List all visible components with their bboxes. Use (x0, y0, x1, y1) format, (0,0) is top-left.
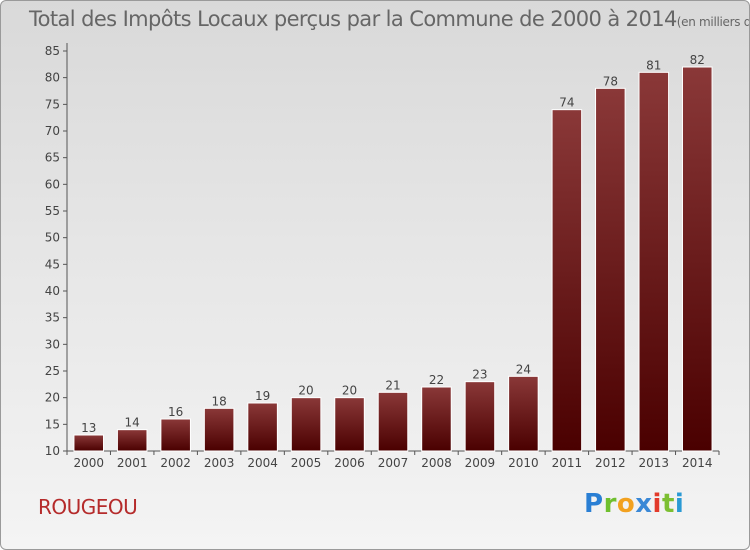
y-tick-label: 40 (45, 284, 60, 298)
data-label: 74 (559, 96, 574, 110)
y-tick-label: 75 (45, 97, 60, 111)
chart-title: Total des Impôts Locaux perçus par la Co… (29, 7, 677, 31)
x-tick-label: 2005 (291, 456, 322, 470)
x-tick-label: 2000 (73, 456, 104, 470)
title-row: Total des Impôts Locaux perçus par la Co… (29, 7, 749, 31)
bars (73, 66, 713, 452)
x-tick-label: 2006 (334, 456, 365, 470)
logo-letter: r (603, 489, 617, 519)
data-label: 13 (81, 421, 96, 435)
y-tick-label: 20 (45, 391, 60, 405)
logo-letter: o (616, 489, 636, 519)
bar (508, 375, 539, 452)
data-label: 24 (516, 362, 531, 376)
data-label: 16 (168, 405, 183, 419)
bar (421, 386, 452, 452)
x-tick-label: 2003 (204, 456, 235, 470)
data-label: 82 (690, 53, 705, 67)
bar (160, 418, 191, 452)
data-label: 14 (125, 416, 140, 430)
x-tick-label: 2007 (378, 456, 409, 470)
logo-letter: t (661, 489, 675, 519)
x-tick-label: 2013 (639, 456, 670, 470)
y-tick-label: 35 (45, 311, 60, 325)
data-label: 78 (603, 74, 618, 88)
y-tick-label: 80 (45, 71, 60, 85)
x-axis: 2000 2001 2002 2003 2004 2005 2006 2007 2008 2009… (66, 450, 720, 470)
commune-name: ROUGEOU (38, 495, 138, 519)
x-tick-label: 2001 (117, 456, 148, 470)
x-tick-label: 2014 (682, 456, 713, 470)
y-tick-label: 15 (45, 417, 60, 431)
data-labels: 13 14 16 18 19 20 20 21 22 23 24 74 78 81 82 (81, 53, 705, 435)
bar (247, 402, 278, 452)
bar (638, 71, 670, 452)
y-tick-label: 50 (45, 231, 60, 245)
data-label: 23 (472, 368, 487, 382)
bar (334, 397, 365, 452)
data-label: 19 (255, 389, 270, 403)
bar (551, 109, 583, 452)
x-tick-label: 2009 (465, 456, 496, 470)
bar (290, 397, 322, 452)
bar (73, 434, 105, 452)
data-label: 20 (298, 384, 313, 398)
data-label: 81 (646, 58, 661, 72)
data-label: 21 (385, 378, 400, 392)
x-tick-label: 2008 (421, 456, 452, 470)
y-tick-label: 70 (45, 124, 60, 138)
x-tick-label: 2002 (160, 456, 191, 470)
logo-letter: x (635, 489, 653, 519)
y-tick-label: 30 (45, 337, 60, 351)
y-axis: 10 15 20 25 30 35 40 45 50 55 60 65 70 75 80 85 (45, 43, 68, 458)
x-tick-label: 2004 (247, 456, 278, 470)
y-tick-label: 10 (45, 444, 60, 458)
bar (464, 381, 496, 452)
bar (203, 407, 235, 452)
x-tick-label: 2011 (552, 456, 583, 470)
y-tick-label: 65 (45, 151, 60, 165)
chart-unit: (en milliers d'€) (676, 15, 749, 29)
y-tick-label: 45 (45, 257, 60, 271)
bar (681, 66, 713, 452)
y-tick-label: 60 (45, 177, 60, 191)
y-tick-label: 55 (45, 204, 60, 218)
data-label: 20 (342, 384, 357, 398)
proxiti-logo[interactable]: Proxiti (584, 489, 684, 519)
data-label: 18 (211, 394, 226, 408)
logo-letter: P (584, 489, 604, 519)
bar (595, 87, 626, 452)
x-tick-label: 2012 (595, 456, 626, 470)
y-tick-label: 85 (45, 44, 60, 58)
logo-letter: i (652, 489, 662, 519)
bar (116, 429, 148, 452)
data-label: 22 (429, 373, 444, 387)
y-tick-label: 25 (45, 364, 60, 378)
bar (377, 391, 409, 452)
logo-letter: i (674, 489, 685, 519)
x-tick-label: 2010 (508, 456, 539, 470)
